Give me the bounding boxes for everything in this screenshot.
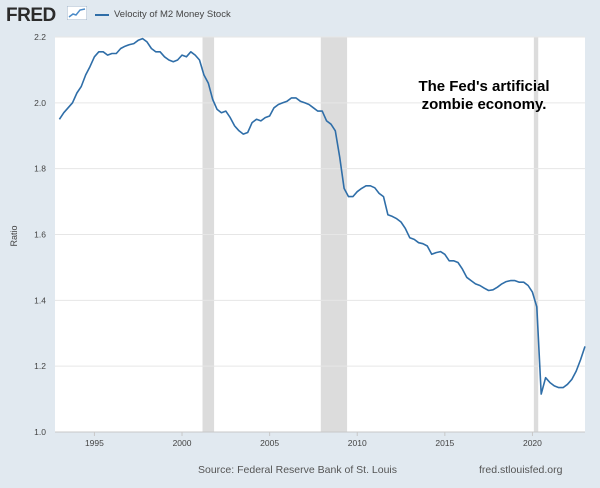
annotation-line-2: zombie economy. xyxy=(422,96,547,113)
fred-logo[interactable]: FRED xyxy=(6,5,56,26)
x-tick-label-2: 2005 xyxy=(260,438,279,448)
y-tick-label-2: 1.4 xyxy=(34,295,46,305)
y-tick-label-1: 1.2 xyxy=(34,361,46,371)
x-tick-label-5: 2020 xyxy=(523,438,542,448)
chart-header: FRED Velocity of M2 Money Stock xyxy=(0,0,600,30)
series-line-velocity-m2[interactable] xyxy=(58,37,586,395)
source-url[interactable]: fred.stlouisfed.org xyxy=(479,464,563,476)
x-tick-label-4: 2015 xyxy=(435,438,454,448)
y-axis-ticks: 1.0 1.2 1.4 1.6 1.8 2.0 2.2 xyxy=(34,32,46,437)
y-tick-label-5: 2.0 xyxy=(34,98,46,108)
chart-annotation: The Fed's artificial zombie economy. xyxy=(418,78,549,113)
y-tick-label-4: 1.8 xyxy=(34,164,46,174)
source-note: Source: Federal Reserve Bank of St. Loui… xyxy=(198,464,398,476)
x-tick-label-3: 2010 xyxy=(348,438,367,448)
y-tick-label-3: 1.6 xyxy=(34,230,46,240)
x-tick-label-0: 1995 xyxy=(85,438,104,448)
legend-swatch xyxy=(95,13,109,16)
x-tick-label-1: 2000 xyxy=(173,438,192,448)
annotation-line-1: The Fed's artificial xyxy=(418,78,549,95)
y-axis-title: Ratio xyxy=(9,225,19,246)
chart-legend[interactable]: Velocity of M2 Money Stock xyxy=(95,9,231,20)
legend-label: Velocity of M2 Money Stock xyxy=(114,9,231,20)
y-tick-label-0: 1.0 xyxy=(34,427,46,437)
logo-chart-icon xyxy=(67,6,87,20)
y-tick-label-6: 2.2 xyxy=(34,32,46,42)
x-axis-ticks: 1995 2000 2005 2010 2015 2020 xyxy=(85,432,542,448)
